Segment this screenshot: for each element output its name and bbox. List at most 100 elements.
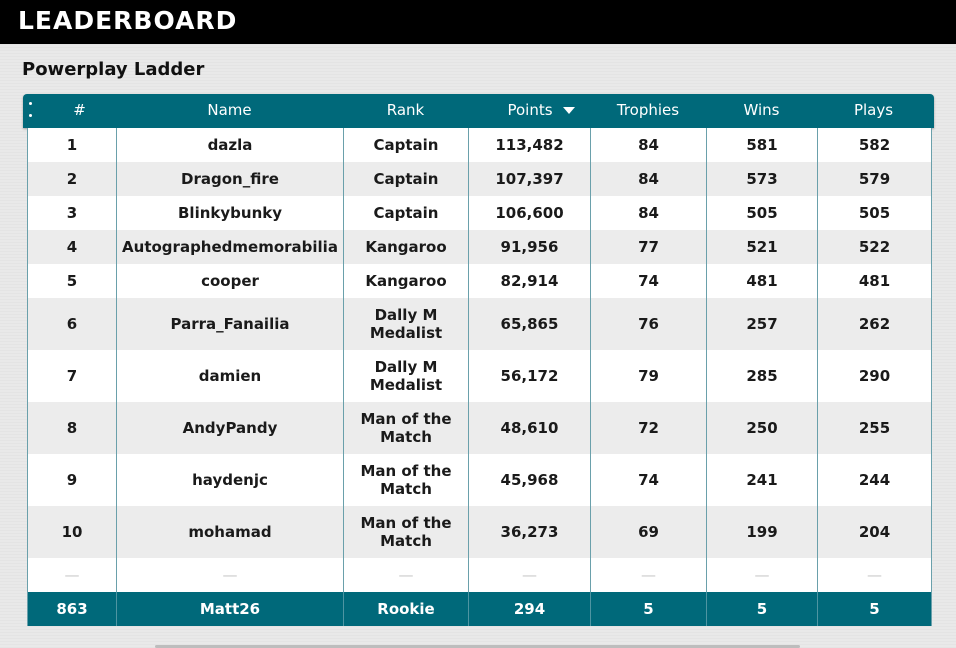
drag-handle-icon[interactable]: [29, 100, 33, 120]
table-row[interactable]: 6 Parra_Fanailia Dally M Medalist 65,865 76 2…: [28, 298, 931, 350]
cell-trophies: 77: [638, 238, 659, 256]
cell-wins: 505: [746, 204, 778, 222]
column-header-position[interactable]: #: [73, 101, 86, 119]
cell-plays: 204: [858, 523, 891, 541]
column-divider: [468, 128, 469, 592]
cell-name: Dragon_fire: [181, 170, 279, 188]
cell-rank: Dally M Medalist: [369, 306, 443, 342]
cell-pos: 9: [66, 471, 78, 489]
cell-name: damien: [198, 367, 262, 385]
cell-points: 113,482: [495, 136, 564, 154]
cell-pos: 2: [66, 170, 78, 188]
cell-rank: Captain: [373, 136, 439, 154]
cell-plays: 255: [858, 419, 891, 437]
cell-rank: Man of the Match: [360, 410, 452, 446]
table-row[interactable]: 8 AndyPandy Man of the Match 48,610 72 250 255: [28, 402, 931, 454]
cell-points: 107,397: [495, 170, 564, 188]
cell-points: 91,956: [500, 238, 559, 256]
cell-trophies: 74: [638, 272, 659, 290]
cell-name: mohamad: [188, 523, 272, 541]
page-title: LEADERBOARD: [18, 6, 238, 35]
table-body: 1 dazla Captain 113,482 84 581 582 2 Dragon_fire…: [27, 128, 932, 626]
current-user-name: Matt26: [199, 600, 261, 618]
cell-pos: 6: [66, 315, 78, 333]
table-row[interactable]: 9 haydenjc Man of the Match 45,968 74 241 244: [28, 454, 931, 506]
cell-plays: 244: [858, 471, 891, 489]
horizontal-scrollbar[interactable]: [155, 645, 800, 648]
cell-wins: 199: [746, 523, 778, 541]
separator-dash: —: [522, 566, 537, 584]
cell-name: AndyPandy: [182, 419, 278, 437]
cell-trophies: 79: [638, 367, 659, 385]
separator-dash: —: [641, 566, 656, 584]
cell-name: Parra_Fanailia: [170, 315, 290, 333]
current-user-rank: Rookie: [377, 600, 435, 618]
column-header-rank[interactable]: Rank: [386, 101, 425, 119]
cell-plays: 505: [858, 204, 891, 222]
cell-rank: Kangaroo: [365, 272, 447, 290]
column-divider: [706, 128, 707, 592]
table-row[interactable]: 10 mohamad Man of the Match 36,273 69 199 204: [28, 506, 931, 558]
column-divider: [116, 128, 117, 592]
column-header-name[interactable]: Name: [207, 101, 252, 119]
current-user-row[interactable]: 863 Matt26 Rookie 294 5 5 5: [28, 592, 931, 626]
cell-wins: 521: [746, 238, 778, 256]
table-header: # Name Rank Points Trophies Wins Plays: [23, 94, 934, 128]
ladder-title: Powerplay Ladder: [22, 59, 205, 80]
column-header-trophies[interactable]: Trophies: [616, 101, 680, 119]
cell-wins: 250: [746, 419, 778, 437]
cell-pos: 7: [66, 367, 78, 385]
cell-plays: 481: [858, 272, 891, 290]
current-user-position: 863: [56, 600, 88, 618]
table-row[interactable]: 2 Dragon_fire Captain 107,397 84 573 579: [28, 162, 931, 196]
table-row[interactable]: 7 damien Dally M Medalist 56,172 79 285 290: [28, 350, 931, 402]
table-row[interactable]: 4 Autographedmemorabilia Kangaroo 91,956 77 5…: [28, 230, 931, 264]
cell-pos: 10: [61, 523, 83, 541]
table-row[interactable]: 3 Blinkybunky Captain 106,600 84 505 505: [28, 196, 931, 230]
cell-wins: 481: [746, 272, 778, 290]
column-header-plays[interactable]: Plays: [853, 101, 894, 119]
column-divider: [343, 128, 344, 592]
cell-wins: 241: [746, 471, 778, 489]
cell-trophies: 84: [638, 136, 659, 154]
cell-pos: 4: [66, 238, 78, 256]
cell-trophies: 72: [638, 419, 659, 437]
column-divider: [590, 128, 591, 592]
cell-points: 106,600: [495, 204, 564, 222]
cell-rank: Man of the Match: [360, 514, 452, 550]
cell-trophies: 76: [638, 315, 659, 333]
cell-plays: 522: [858, 238, 891, 256]
cell-pos: 5: [66, 272, 78, 290]
column-header-points[interactable]: Points: [468, 94, 590, 128]
separator-dash: —: [222, 566, 238, 584]
cell-points: 48,610: [500, 419, 559, 437]
separator-dash: —: [867, 566, 882, 584]
cell-trophies: 84: [638, 204, 659, 222]
current-user-wins: 5: [756, 600, 768, 618]
cell-wins: 581: [746, 136, 778, 154]
cell-trophies: 69: [638, 523, 659, 541]
cell-rank: Dally M Medalist: [369, 358, 443, 394]
cell-points: 65,865: [500, 315, 559, 333]
cell-pos: 3: [66, 204, 78, 222]
cell-plays: 262: [858, 315, 891, 333]
cell-rank: Captain: [373, 170, 439, 188]
table-row[interactable]: 5 cooper Kangaroo 82,914 74 481 481: [28, 264, 931, 298]
column-header-wins[interactable]: Wins: [743, 101, 780, 119]
separator-row: — — — — — — —: [28, 558, 931, 592]
cell-wins: 257: [746, 315, 778, 333]
current-user-points: 294: [513, 600, 546, 618]
cell-rank: Kangaroo: [365, 238, 447, 256]
current-user-trophies: 5: [643, 600, 654, 618]
cell-points: 56,172: [500, 367, 559, 385]
cell-rank: Captain: [373, 204, 439, 222]
cell-name: dazla: [207, 136, 253, 154]
separator-dash: —: [398, 566, 414, 584]
cell-rank: Man of the Match: [360, 462, 452, 498]
separator-dash: —: [754, 566, 770, 584]
cell-pos: 8: [66, 419, 78, 437]
cell-points: 36,273: [500, 523, 559, 541]
cell-name: haydenjc: [192, 471, 268, 489]
table-row[interactable]: 1 dazla Captain 113,482 84 581 582: [28, 128, 931, 162]
cell-points: 82,914: [500, 272, 559, 290]
